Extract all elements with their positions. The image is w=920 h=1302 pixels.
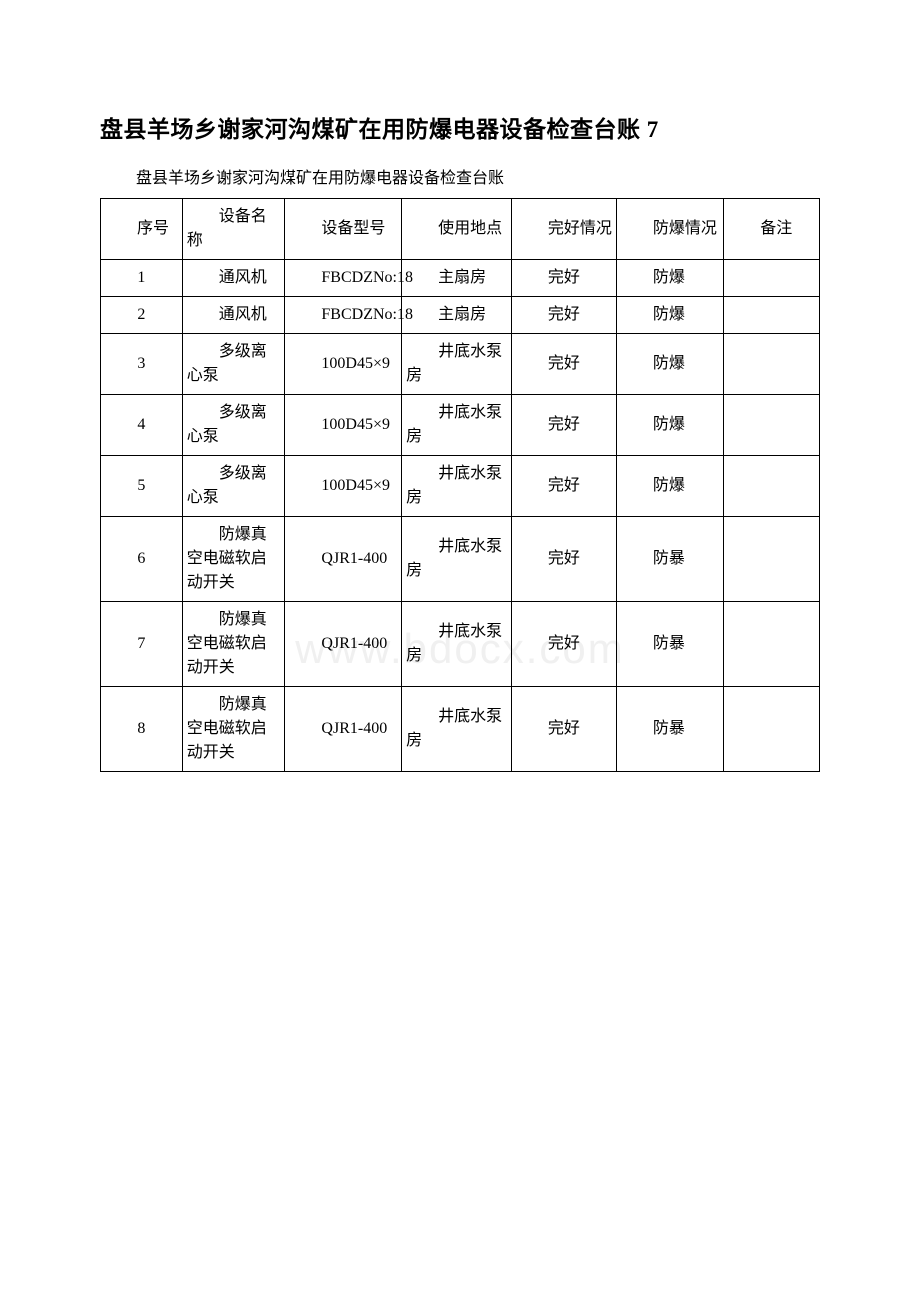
cell-explosion: 防爆	[616, 297, 723, 334]
cell-model: 100D45×9	[285, 334, 402, 395]
table-header-row: 序号 设备名称 设备型号 使用地点 完好情况 防爆情况 备注	[101, 199, 820, 260]
cell-condition: 完好	[511, 334, 616, 395]
cell-location: 井底水泵房	[402, 334, 512, 395]
cell-condition: 完好	[511, 395, 616, 456]
cell-remark	[724, 395, 820, 456]
cell-remark	[724, 456, 820, 517]
cell-explosion: 防暴	[616, 687, 723, 772]
cell-name: 通风机	[182, 297, 285, 334]
cell-model: 100D45×9	[285, 456, 402, 517]
cell-name: 防爆真空电磁软启动开关	[182, 602, 285, 687]
page-title: 盘县羊场乡谢家河沟煤矿在用防爆电器设备检查台账 7	[100, 110, 820, 144]
cell-model: QJR1-400	[285, 687, 402, 772]
cell-name: 通风机	[182, 260, 285, 297]
cell-model: QJR1-400	[285, 517, 402, 602]
cell-location: 井底水泵房	[402, 517, 512, 602]
cell-location: 井底水泵房	[402, 456, 512, 517]
cell-remark	[724, 602, 820, 687]
col-seq: 序号	[101, 199, 183, 260]
cell-condition: 完好	[511, 260, 616, 297]
cell-remark	[724, 687, 820, 772]
table-row: 7防爆真空电磁软启动开关QJR1-400井底水泵房完好防暴	[101, 602, 820, 687]
cell-model: FBCDZNo:18	[285, 297, 402, 334]
cell-explosion: 防暴	[616, 517, 723, 602]
cell-explosion: 防爆	[616, 334, 723, 395]
cell-explosion: 防爆	[616, 456, 723, 517]
cell-explosion: 防暴	[616, 602, 723, 687]
cell-seq: 2	[101, 297, 183, 334]
cell-seq: 8	[101, 687, 183, 772]
cell-seq: 1	[101, 260, 183, 297]
table-row: 8防爆真空电磁软启动开关QJR1-400井底水泵房完好防暴	[101, 687, 820, 772]
cell-name: 多级离心泵	[182, 456, 285, 517]
col-location: 使用地点	[402, 199, 512, 260]
cell-name: 防爆真空电磁软启动开关	[182, 517, 285, 602]
table-row: 4多级离心泵100D45×9井底水泵房完好防爆	[101, 395, 820, 456]
cell-location: 主扇房	[402, 260, 512, 297]
col-name: 设备名称	[182, 199, 285, 260]
cell-remark	[724, 297, 820, 334]
col-model: 设备型号	[285, 199, 402, 260]
cell-explosion: 防爆	[616, 260, 723, 297]
table-row: 1通风机FBCDZNo:18主扇房完好防爆	[101, 260, 820, 297]
cell-remark	[724, 260, 820, 297]
col-condition: 完好情况	[511, 199, 616, 260]
col-explosion: 防爆情况	[616, 199, 723, 260]
cell-name: 多级离心泵	[182, 334, 285, 395]
cell-seq: 7	[101, 602, 183, 687]
cell-location: 井底水泵房	[402, 395, 512, 456]
cell-seq: 3	[101, 334, 183, 395]
col-remark: 备注	[724, 199, 820, 260]
cell-model: FBCDZNo:18	[285, 260, 402, 297]
cell-location: 主扇房	[402, 297, 512, 334]
cell-location: 井底水泵房	[402, 602, 512, 687]
cell-seq: 5	[101, 456, 183, 517]
cell-location: 井底水泵房	[402, 687, 512, 772]
cell-remark	[724, 517, 820, 602]
cell-name: 防爆真空电磁软启动开关	[182, 687, 285, 772]
cell-condition: 完好	[511, 687, 616, 772]
table-row: 6防爆真空电磁软启动开关QJR1-400井底水泵房完好防暴	[101, 517, 820, 602]
cell-explosion: 防爆	[616, 395, 723, 456]
cell-seq: 6	[101, 517, 183, 602]
cell-remark	[724, 334, 820, 395]
table-row: 3多级离心泵100D45×9井底水泵房完好防爆	[101, 334, 820, 395]
page-subtitle: 盘县羊场乡谢家河沟煤矿在用防爆电器设备检查台账	[100, 164, 820, 188]
cell-condition: 完好	[511, 456, 616, 517]
cell-seq: 4	[101, 395, 183, 456]
cell-condition: 完好	[511, 517, 616, 602]
table-row: 5多级离心泵100D45×9井底水泵房完好防爆	[101, 456, 820, 517]
cell-model: QJR1-400	[285, 602, 402, 687]
cell-model: 100D45×9	[285, 395, 402, 456]
equipment-table: 序号 设备名称 设备型号 使用地点 完好情况 防爆情况 备注 1通风机FBCDZ…	[100, 198, 820, 772]
cell-condition: 完好	[511, 602, 616, 687]
cell-name: 多级离心泵	[182, 395, 285, 456]
cell-condition: 完好	[511, 297, 616, 334]
table-row: 2通风机FBCDZNo:18主扇房完好防爆	[101, 297, 820, 334]
